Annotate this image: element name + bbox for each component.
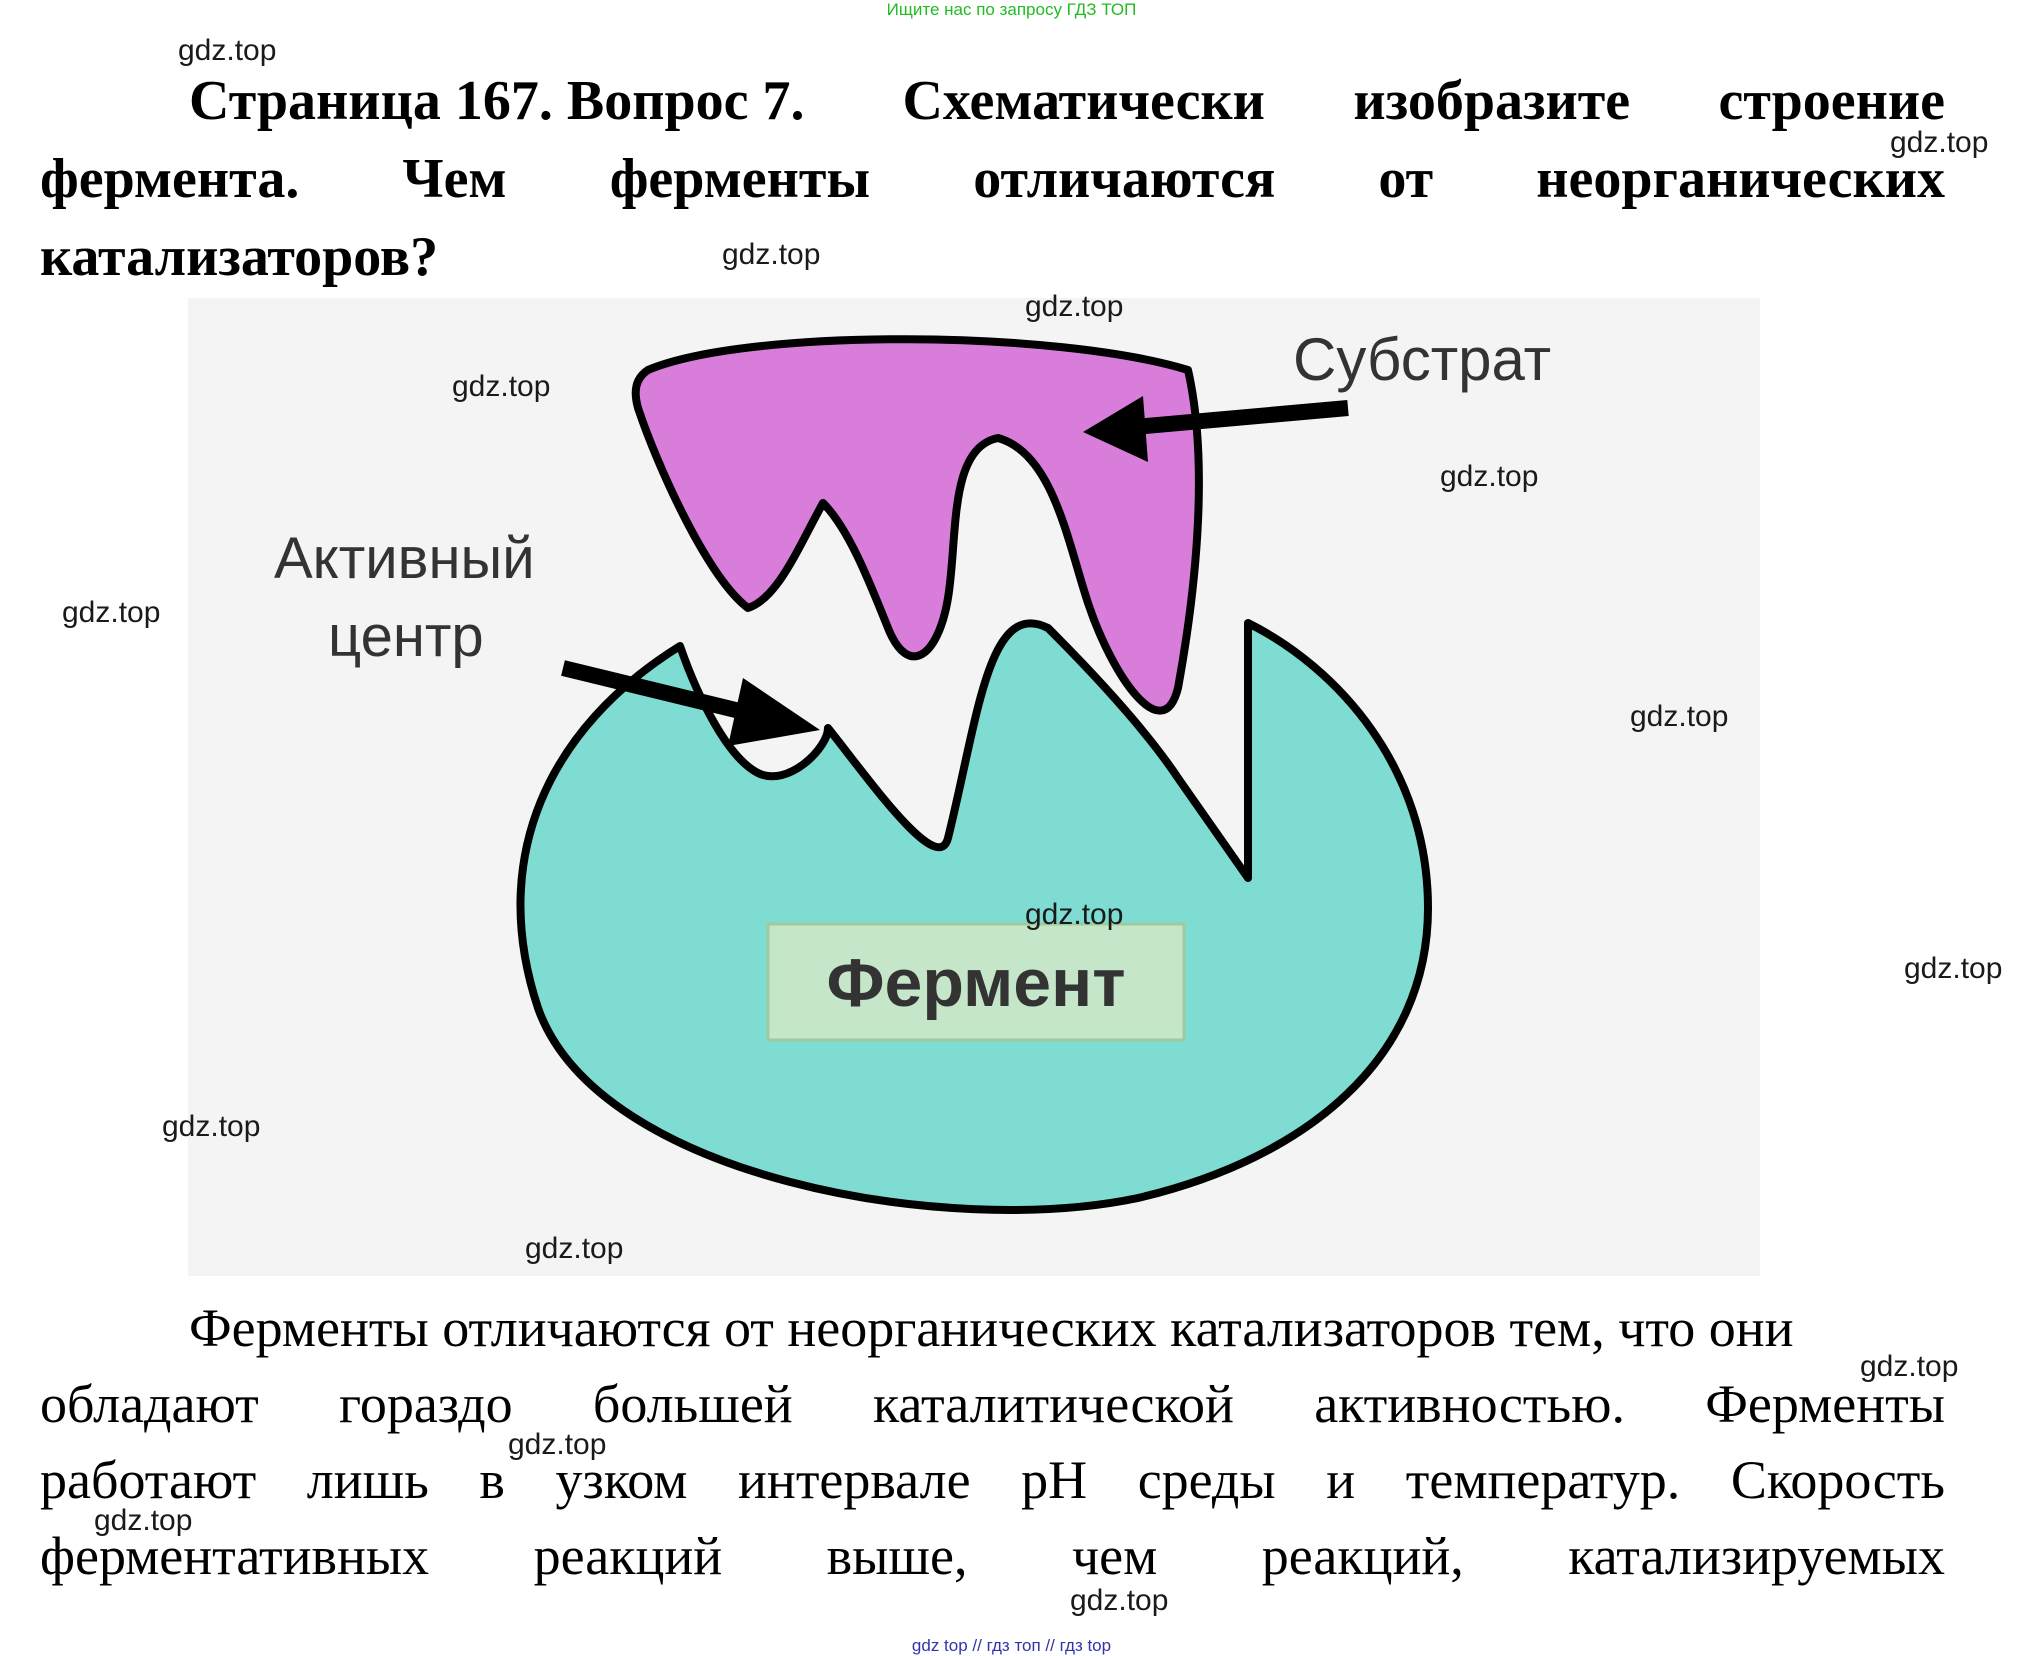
watermark: gdz.top: [94, 1504, 193, 1537]
watermark: gdz.top: [1904, 952, 2003, 985]
answer-word: интервале: [738, 1450, 971, 1510]
answer-line-1-text: Ферменты отличаются от неорганических ка…: [189, 1298, 1794, 1358]
watermark: gdz.top: [1440, 460, 1539, 493]
watermark: gdz.top: [508, 1428, 607, 1461]
answer-word: активностью.: [1314, 1374, 1625, 1434]
substrate-arrow: [1122, 400, 1349, 436]
watermark: gdz.top: [1025, 290, 1124, 323]
bottom-banner[interactable]: gdz top // гдз топ // гдз top: [911, 1636, 1112, 1655]
watermark: gdz.top: [1070, 1584, 1169, 1617]
answer-line-4: ферментативных реакций выше, чем реакций…: [40, 1518, 1945, 1594]
substrate-shape: [631, 335, 1203, 715]
title-word: строение: [1718, 70, 1945, 132]
answer-word: реакций: [533, 1526, 723, 1586]
watermark: gdz.top: [162, 1110, 261, 1143]
watermark: gdz.top: [1025, 898, 1124, 931]
substrate-label: Субстрат: [1293, 326, 1551, 393]
watermark: gdz.top: [178, 34, 277, 67]
answer-word: pH: [1021, 1450, 1088, 1510]
answer-word: лишь: [306, 1450, 429, 1510]
answer-word: Ферменты: [1705, 1374, 1945, 1434]
watermark: gdz.top: [1890, 126, 1989, 159]
substrate-arrowhead: [1083, 396, 1148, 462]
answer-word: реакций,: [1261, 1526, 1464, 1586]
title-word: от: [1378, 148, 1434, 210]
enzyme-shape: [516, 619, 1432, 1214]
answer-word: катализируемых: [1568, 1526, 1945, 1586]
answer-word: чем: [1071, 1526, 1158, 1586]
answer-word: гораздо: [339, 1374, 513, 1434]
title-word: отличаются: [973, 148, 1276, 210]
enzyme-label: Фермент: [827, 945, 1126, 1021]
enzyme-label-box: [766, 922, 1186, 1042]
answer-word: работают: [40, 1450, 257, 1510]
watermark: gdz.top: [722, 238, 821, 271]
top-banner[interactable]: Ищите нас по запросу ГДЗ ТОП: [886, 0, 1137, 19]
answer-word: среды: [1137, 1450, 1276, 1510]
answer-line-1: Ферменты отличаются от неорганических ка…: [40, 1290, 1945, 1366]
answer-word: Скорость: [1730, 1450, 1945, 1510]
title-line-1: Страница 167. Вопрос 7. Схематически изо…: [40, 62, 1945, 140]
title-line-3: катализаторов?: [40, 226, 439, 288]
enzyme-substrate-diagram: Субстрат Активный центр Фермент: [188, 298, 1760, 1276]
watermark: gdz.top: [1860, 1350, 1959, 1383]
watermark: gdz.top: [62, 596, 161, 629]
title-line-2: фермента. Чем ферменты отличаются от нео…: [40, 140, 1945, 218]
title-word: неорганических: [1536, 148, 1945, 210]
answer-line-2: обладают гораздо большей каталитической …: [40, 1366, 1945, 1442]
watermark: gdz.top: [1630, 700, 1729, 733]
title-page-question: Страница 167. Вопрос 7.: [189, 70, 805, 132]
watermark: gdz.top: [525, 1232, 624, 1265]
active-center-arrow: [561, 660, 750, 721]
answer-word: каталитической: [873, 1374, 1234, 1434]
title-word: Чем: [402, 148, 507, 210]
answer-word: в: [479, 1450, 505, 1510]
answer-word: обладают: [40, 1374, 259, 1434]
active-center-label-line2: центр: [328, 604, 484, 669]
title-line-1-words: Схематически изобразите строение: [804, 62, 1945, 140]
title-word: изобразите: [1353, 70, 1631, 132]
title-word: фермента.: [40, 148, 300, 210]
active-center-label-line1: Активный: [274, 526, 535, 591]
answer-word: выше,: [826, 1526, 968, 1586]
active-center-arrowhead: [728, 678, 820, 746]
answer-word: узком: [555, 1450, 688, 1510]
answer-line-3: работают лишь в узком интервале pH среды…: [40, 1442, 1945, 1518]
answer-word: температур.: [1405, 1450, 1681, 1510]
title-word: Схематически: [902, 70, 1265, 132]
title-word: ферменты: [609, 148, 871, 210]
answer-word: большей: [592, 1374, 793, 1434]
answer-word: и: [1326, 1450, 1356, 1510]
answer-word: ферментативных: [40, 1526, 430, 1586]
watermark: gdz.top: [452, 370, 551, 403]
